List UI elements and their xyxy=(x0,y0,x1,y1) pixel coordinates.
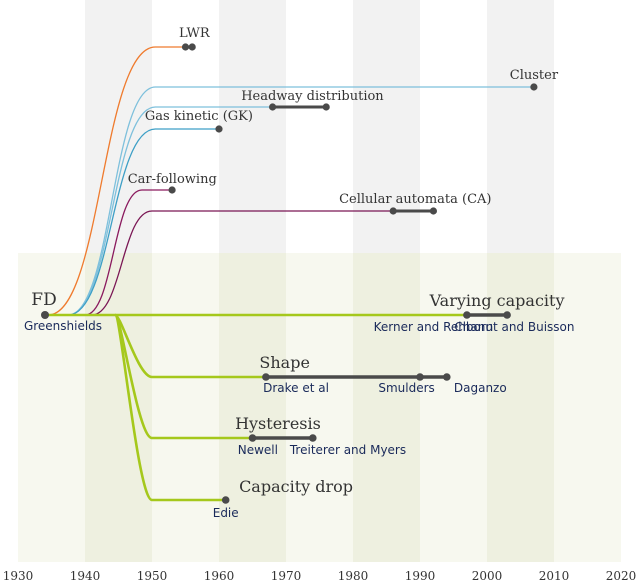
axis-tick-label: 2010 xyxy=(539,569,570,583)
fd-branch-node xyxy=(248,434,257,442)
root-title: FD xyxy=(31,290,56,310)
fd-branch-node xyxy=(262,373,270,381)
axis-tick-label: 1980 xyxy=(338,569,369,583)
axis-tick-label: 1960 xyxy=(204,569,235,583)
axis-tick-label: 1940 xyxy=(70,569,101,583)
fd-branch-node xyxy=(443,373,451,381)
axis-tick-label: 1970 xyxy=(271,569,302,583)
branch-curves xyxy=(48,46,534,502)
band-lower xyxy=(487,253,554,562)
fd-branch-label: Hysteresis xyxy=(235,414,321,433)
fd-branch-label: Varying capacity xyxy=(429,291,565,310)
axis-tick-label: 2000 xyxy=(472,569,503,583)
model-branch-node xyxy=(429,207,437,215)
band-upper xyxy=(18,0,85,253)
fd-branch-node xyxy=(309,434,317,442)
fd-branch-node xyxy=(221,496,230,504)
model-branch-node xyxy=(322,103,330,111)
band-lower xyxy=(353,253,420,562)
band-lower xyxy=(219,253,286,562)
band-lower xyxy=(18,253,85,562)
model-branch-node xyxy=(530,83,538,91)
band-upper xyxy=(554,0,621,253)
fd-contributor-label: Newell xyxy=(238,443,278,457)
band-upper xyxy=(420,0,487,253)
root-node xyxy=(41,311,49,319)
fd-branch-node xyxy=(463,311,471,319)
band-upper xyxy=(286,0,353,253)
axis-tick-label: 1950 xyxy=(137,569,168,583)
model-branch-curve xyxy=(68,128,219,316)
model-branch-label: Gas kinetic (GK) xyxy=(145,109,253,124)
axis-tick-label: 1990 xyxy=(405,569,436,583)
model-branch-label: Headway distribution xyxy=(241,89,384,104)
axis-tick-label: 2020 xyxy=(606,569,637,583)
fd-branch-label: Capacity drop xyxy=(239,477,353,496)
branch-labels: LWR Cluster Headway distribution Gas kineti… xyxy=(128,26,575,520)
axis-tick-label: 1930 xyxy=(3,569,34,583)
band-lower xyxy=(85,253,152,562)
model-branch-node xyxy=(389,207,397,215)
model-branch-label: Car-following xyxy=(128,172,217,187)
fd-branch-label: Shape xyxy=(259,353,310,372)
band-upper xyxy=(487,0,554,253)
fd-branch-node xyxy=(416,373,424,381)
band-upper xyxy=(353,0,420,253)
model-branch-curve xyxy=(68,106,327,316)
fd-branch-curve xyxy=(113,313,226,502)
model-branch-label: LWR xyxy=(179,26,211,41)
band-lower xyxy=(286,253,353,562)
branch-nodes xyxy=(168,43,538,504)
fd-contributor-label: Edie xyxy=(213,506,239,520)
model-branch-label: Cluster xyxy=(510,68,559,83)
fd-contributor-label: Treiterer and Myers xyxy=(289,443,406,457)
root-subtitle: Greenshields xyxy=(24,319,102,333)
fd-contributor-label: Smulders xyxy=(378,381,434,395)
band-lower xyxy=(420,253,487,562)
fd-contributor-label: Chanut and Buisson xyxy=(454,320,574,334)
fd-contributor-label: Daganzo xyxy=(454,381,507,395)
band-upper xyxy=(219,0,286,253)
model-branch-curve xyxy=(84,189,173,316)
model-branch-node xyxy=(181,43,190,51)
model-branch-node xyxy=(188,43,196,51)
model-branch-node xyxy=(215,125,223,133)
band-lower xyxy=(554,253,621,562)
band-lower xyxy=(152,253,219,562)
x-axis: 1930 1940 1950 1960 1970 1980 1990 2000 2010 2020 xyxy=(3,569,637,583)
model-branch-label: Cellular automata (CA) xyxy=(339,192,491,207)
model-branch-curve xyxy=(48,46,193,316)
model-branch-node xyxy=(168,186,176,194)
fd-contributor-label: Drake et al xyxy=(263,381,329,395)
fd-contributor-label: Kerner and Rehborn xyxy=(374,320,494,334)
root-node-group: FD Greenshields xyxy=(24,290,102,333)
model-branch-node xyxy=(269,103,277,111)
model-branch-curve xyxy=(68,86,534,316)
fd-branch-node xyxy=(503,311,511,319)
model-branch-curve xyxy=(91,210,434,316)
